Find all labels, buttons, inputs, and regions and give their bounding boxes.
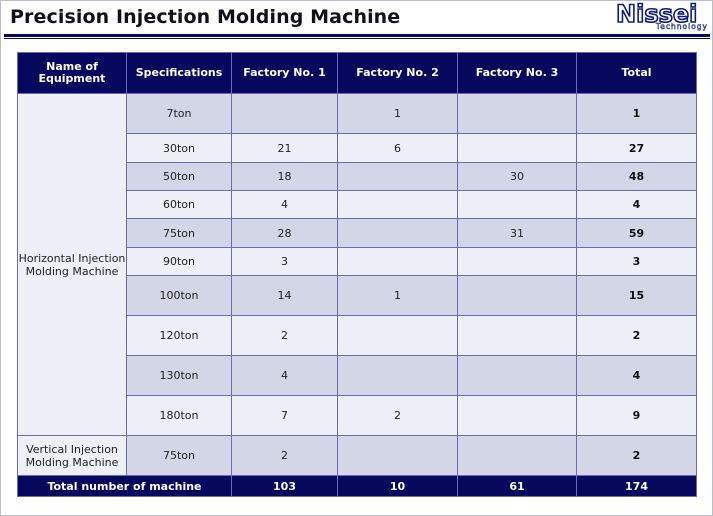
logo-tagline: Technology	[655, 22, 708, 32]
spec-cell: 100ton	[126, 275, 232, 316]
factory-1-cell: 28	[231, 218, 338, 248]
logo-wordmark: Nissei	[615, 0, 698, 29]
factory-2-cell: 1	[337, 93, 458, 134]
spec-cell: 75ton	[126, 218, 232, 248]
row-total-cell: 4	[576, 355, 697, 396]
factory-2-cell	[337, 162, 458, 191]
factory-3-cell: 30	[457, 162, 577, 191]
factory-1-cell: 21	[231, 133, 338, 163]
row-total-cell: 48	[576, 162, 697, 191]
row-total-cell: 59	[576, 218, 697, 248]
factory-1-cell	[231, 93, 338, 134]
row-total-cell: 15	[576, 275, 697, 316]
title-divider	[4, 34, 710, 37]
spec-cell: 180ton	[126, 395, 232, 436]
spec-cell: 120ton	[126, 315, 232, 356]
factory-3-cell	[457, 93, 577, 134]
factory-2-cell	[337, 435, 458, 476]
col-header-equipment: Name of Equipment	[17, 52, 127, 94]
table-row: 60ton 4 4	[18, 190, 697, 219]
spec-cell: 130ton	[126, 355, 232, 396]
spec-cell: 90ton	[126, 247, 232, 276]
col-header-total: Total	[576, 52, 697, 94]
total-row-label: Total number of machine	[17, 475, 232, 497]
factory-2-cell: 2	[337, 395, 458, 436]
factory-2-cell	[337, 190, 458, 219]
row-total-cell: 1	[576, 93, 697, 134]
factory-3-cell: 31	[457, 218, 577, 248]
factory-1-cell: 14	[231, 275, 338, 316]
factory-2-cell	[337, 355, 458, 396]
table-header-row: Name of Equipment Specifications Factory…	[17, 52, 697, 94]
factory-2-cell: 1	[337, 275, 458, 316]
table-row: 120ton 2 2	[18, 315, 697, 356]
factory-1-cell: 2	[231, 435, 338, 476]
nissei-logo: Nissei Technology	[615, 0, 708, 32]
factory-3-cell	[457, 190, 577, 219]
factory-3-cell	[457, 395, 577, 436]
row-total-cell: 2	[576, 315, 697, 356]
row-total-cell: 9	[576, 395, 697, 436]
col-header-factory-1: Factory No. 1	[231, 52, 338, 94]
row-total-cell: 4	[576, 190, 697, 219]
equipment-name-cell: Vertical Injection Molding Machine	[17, 435, 127, 476]
factory-1-cell: 7	[231, 395, 338, 436]
col-header-specifications: Specifications	[126, 52, 232, 94]
table-row: 180ton 7 2 9	[18, 395, 697, 436]
table-row: 30ton 21 6 27	[18, 133, 697, 163]
factory-2-cell	[337, 247, 458, 276]
spec-cell: 50ton	[126, 162, 232, 191]
col-header-factory-3: Factory No. 3	[457, 52, 577, 94]
spec-cell: 75ton	[126, 435, 232, 476]
row-total-cell: 27	[576, 133, 697, 163]
factory-1-cell: 18	[231, 162, 338, 191]
total-row: Total number of machine 103 10 61 174	[17, 475, 697, 497]
factory-1-cell: 4	[231, 190, 338, 219]
spec-cell: 60ton	[126, 190, 232, 219]
total-factory-1: 103	[231, 475, 338, 497]
total-factory-2: 10	[337, 475, 458, 497]
factory-1-cell: 3	[231, 247, 338, 276]
table-row: Vertical Injection Molding Machine 75ton 2…	[17, 435, 697, 476]
spec-cell: 30ton	[126, 133, 232, 163]
factory-2-cell	[337, 218, 458, 248]
title-divider-thin	[4, 38, 710, 39]
table-row: 75ton 28 31 59	[18, 218, 697, 248]
table-row: 100ton 14 1 15	[18, 275, 697, 316]
table-row: 130ton 4 4	[18, 355, 697, 396]
total-factory-3: 61	[457, 475, 577, 497]
factory-3-cell	[457, 133, 577, 163]
factory-1-cell: 2	[231, 315, 338, 356]
row-total-cell: 2	[576, 435, 697, 476]
spec-cell: 7ton	[126, 93, 232, 134]
factory-3-cell	[457, 355, 577, 396]
col-header-factory-2: Factory No. 2	[337, 52, 458, 94]
grand-total: 174	[576, 475, 697, 497]
machine-table: Name of Equipment Specifications Factory…	[17, 52, 697, 497]
table-row: 90ton 3 3	[18, 247, 697, 276]
table-row: 50ton 18 30 48	[18, 162, 697, 191]
factory-3-cell	[457, 247, 577, 276]
equipment-name-cell: Horizontal Injection Molding Machine	[17, 93, 127, 436]
factory-3-cell	[457, 315, 577, 356]
page-title: Precision Injection Molding Machine	[10, 6, 401, 28]
factory-2-cell	[337, 315, 458, 356]
factory-2-cell: 6	[337, 133, 458, 163]
table-row: Horizontal Injection Molding Machine 7ton…	[17, 93, 697, 436]
factory-1-cell: 4	[231, 355, 338, 396]
factory-3-cell	[457, 275, 577, 316]
row-total-cell: 3	[576, 247, 697, 276]
factory-3-cell	[457, 435, 577, 476]
